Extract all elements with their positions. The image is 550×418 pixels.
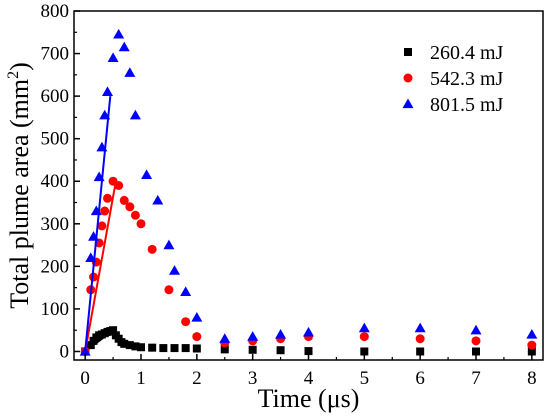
data-point xyxy=(120,339,129,348)
data-point xyxy=(152,194,164,205)
data-point xyxy=(99,109,111,120)
data-point xyxy=(103,193,112,203)
x-tick-label: 4 xyxy=(304,368,314,389)
data-point xyxy=(527,347,536,356)
y-tick-label: 700 xyxy=(41,44,70,65)
data-point xyxy=(109,326,118,335)
fit-line-series-3 xyxy=(84,96,112,352)
x-tick-label: 0 xyxy=(80,368,90,389)
data-point xyxy=(118,41,130,52)
data-point xyxy=(131,342,140,351)
x-tick-label: 8 xyxy=(527,368,537,389)
data-point xyxy=(97,221,107,231)
legend: 260.4 mJ 542.3 mJ 801.5 mJ xyxy=(402,42,504,116)
data-point xyxy=(102,86,113,96)
legend-marker-2 xyxy=(403,73,413,83)
y-tick-label: 800 xyxy=(41,1,70,22)
data-point xyxy=(113,28,125,39)
data-point xyxy=(276,346,285,355)
legend-label-1: 260.4 mJ xyxy=(430,42,504,64)
data-point xyxy=(130,210,140,220)
data-point xyxy=(414,322,426,333)
data-point xyxy=(88,231,100,241)
y-tick-label: 0 xyxy=(60,341,70,362)
data-point xyxy=(90,205,102,216)
data-point xyxy=(125,202,135,212)
data-point xyxy=(470,324,482,335)
data-point xyxy=(303,326,314,337)
y-tick-label: 200 xyxy=(41,256,70,277)
y-tick-label: 400 xyxy=(41,171,70,192)
data-point xyxy=(163,239,175,250)
y-axis-title-superscript: 2 xyxy=(5,71,22,79)
data-point xyxy=(107,52,119,62)
data-point xyxy=(96,141,108,152)
data-point xyxy=(164,285,174,295)
data-point xyxy=(85,252,97,262)
data-point xyxy=(471,336,481,346)
data-point xyxy=(192,332,202,342)
data-point xyxy=(79,345,91,356)
data-point xyxy=(180,286,192,297)
data-point xyxy=(527,340,537,350)
y-tick-label: 600 xyxy=(41,86,70,107)
data-point xyxy=(181,344,190,353)
data-point xyxy=(86,341,95,350)
y-axis-title-tail: ) xyxy=(5,62,34,71)
data-point xyxy=(416,347,425,356)
data-point xyxy=(248,345,257,354)
data-point xyxy=(124,67,136,77)
data-point xyxy=(415,334,425,344)
data-point xyxy=(114,181,124,190)
y-axis-title: Total plume area (mm2) xyxy=(5,62,34,309)
data-point xyxy=(125,341,134,350)
series-3 xyxy=(79,28,538,356)
y-tick-label: 300 xyxy=(41,214,70,235)
data-point xyxy=(137,343,145,352)
data-point xyxy=(136,219,146,229)
data-point xyxy=(247,331,259,341)
data-point xyxy=(170,344,179,353)
data-point xyxy=(220,345,229,354)
data-point xyxy=(141,169,153,179)
x-tick-label: 1 xyxy=(136,368,146,389)
data-point xyxy=(181,317,191,327)
legend-marker-1 xyxy=(404,48,412,56)
data-point xyxy=(358,322,370,333)
x-tick-label: 5 xyxy=(360,368,370,389)
data-point xyxy=(159,344,168,353)
data-point xyxy=(147,244,157,254)
legend-label-2: 542.3 mJ xyxy=(430,68,504,90)
x-tick-label: 3 xyxy=(248,368,258,389)
fit-line-series-2 xyxy=(84,181,117,352)
data-point xyxy=(148,343,157,352)
y-axis-title-main: Total plume area (mm xyxy=(5,79,34,309)
legend-marker-3 xyxy=(402,98,414,109)
legend-label-3: 801.5 mJ xyxy=(430,94,504,116)
data-point xyxy=(191,311,203,322)
axis-ticks: 0 1 2 3 4 5 6 7 8 0 100 200 300 400 500 600 700 800 xyxy=(41,1,537,389)
x-axis-title: Time (μs) xyxy=(258,384,360,413)
data-point xyxy=(93,171,105,182)
data-point xyxy=(360,347,369,356)
data-point xyxy=(219,333,231,343)
x-tick-label: 2 xyxy=(192,368,202,389)
x-tick-label: 7 xyxy=(471,368,481,389)
data-point xyxy=(359,332,369,342)
data-point xyxy=(169,265,180,275)
data-point xyxy=(304,347,313,356)
data-point xyxy=(275,328,287,339)
data-point xyxy=(472,347,480,356)
y-tick-label: 500 xyxy=(41,129,70,150)
data-point xyxy=(100,206,110,216)
data-points xyxy=(79,28,538,356)
data-point xyxy=(129,109,141,120)
y-tick-label: 100 xyxy=(41,299,70,320)
x-tick-label: 6 xyxy=(415,368,425,389)
data-point xyxy=(119,195,129,205)
data-point xyxy=(526,328,538,339)
data-point xyxy=(192,344,201,353)
